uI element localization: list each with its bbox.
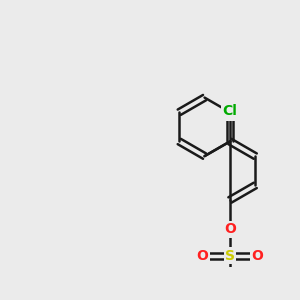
Text: N: N xyxy=(224,105,236,119)
Text: O: O xyxy=(196,249,208,262)
Text: O: O xyxy=(252,249,264,262)
Text: S: S xyxy=(225,249,235,262)
Text: O: O xyxy=(224,222,236,236)
Text: Cl: Cl xyxy=(223,104,237,118)
